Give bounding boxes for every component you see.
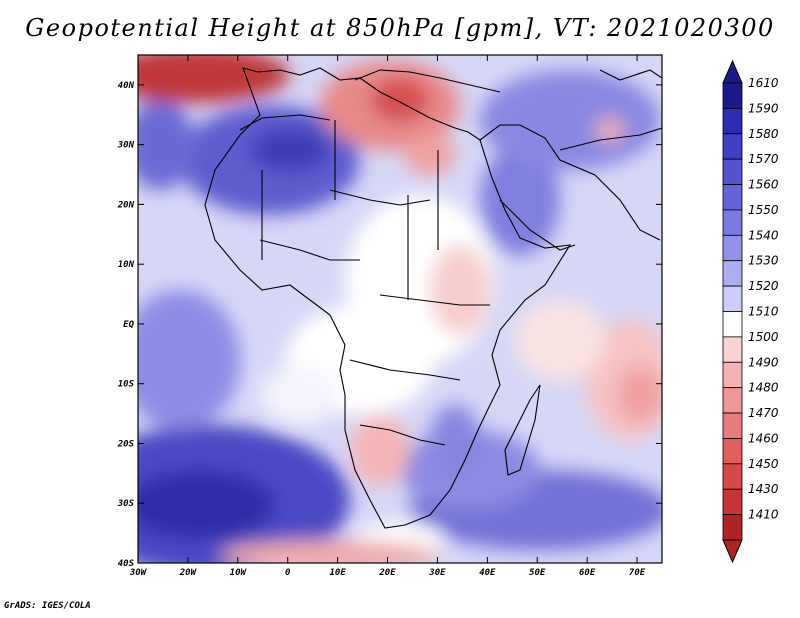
lon-tick-label: 10E (329, 568, 346, 578)
lat-tick-label: 20N (117, 200, 135, 210)
colorbar-label: 1530 (748, 254, 779, 268)
colorbar-swatch (722, 311, 743, 338)
field-shading (138, 55, 662, 563)
colorbar-swatch (722, 133, 743, 160)
colorbar-swatch (722, 209, 743, 236)
colorbar-label: 1460 (748, 431, 779, 445)
colorbar-swatch (722, 361, 743, 389)
colorbar-label: 1520 (748, 279, 779, 293)
colorbar-swatch (722, 285, 743, 312)
colorbar-label: 1480 (748, 381, 779, 395)
colorbar-swatch (722, 412, 743, 439)
lon-tick-label: 20W (179, 568, 198, 578)
colorbar-label: 1610 (748, 76, 779, 90)
colorbar-swatch (722, 184, 743, 211)
colorbar-label: 1450 (748, 457, 779, 471)
colorbar-swatch (722, 336, 743, 363)
lat-tick-label: 30S (117, 499, 135, 509)
colorbar-swatch (722, 260, 743, 287)
lat-tick-label: 10N (118, 260, 135, 270)
lon-tick-label: 50E (529, 568, 546, 578)
colorbar-label: 1490 (748, 355, 779, 369)
colorbar-swatch (722, 387, 743, 414)
lat-tick-label: 30N (117, 141, 135, 151)
lon-tick-label: 0 (285, 568, 291, 578)
coastline (204, 67, 662, 529)
colorbar-swatch (722, 158, 743, 185)
colorbar-label: 1510 (748, 305, 779, 319)
colorbar-label: 1590 (748, 101, 779, 115)
colorbar-swatch (722, 107, 743, 135)
colorbar-label: 1430 (748, 482, 779, 496)
latitude-axis: 40N 30N 20N 10N EQ 10S 20S 30S 40S (117, 81, 662, 569)
colorbar-swatch (722, 514, 743, 541)
lat-tick-label: 40S (118, 559, 135, 569)
lon-tick-label: 70E (629, 568, 646, 578)
lat-tick-label: 10S (118, 380, 135, 390)
colorbar: 1610 1590 1580 1570 1560 1550 1540 1530 1520 1510… (722, 59, 779, 564)
colorbar-swatch (722, 234, 743, 262)
colorbar-swatch (722, 488, 743, 516)
colorbar-swatch (722, 438, 743, 465)
longitude-axis: 30W 20W 10W 0 10E 20E 30E 40E 50E 60E 70E (129, 55, 646, 578)
colorbar-label: 1500 (748, 330, 779, 344)
colorbar-min-arrow (722, 539, 743, 564)
lon-tick-label: 20E (378, 568, 396, 578)
lon-tick-label: 30W (129, 568, 148, 578)
lon-tick-label: 10W (230, 568, 248, 578)
colorbar-label: 1410 (748, 508, 779, 522)
colorbar-label: 1560 (748, 178, 779, 192)
colorbar-label: 1570 (748, 152, 779, 166)
lon-tick-label: 60E (579, 568, 596, 578)
colorbar-swatch (722, 463, 743, 490)
chart-title: Geopotential Height at 850hPa [gpm], VT:… (25, 14, 775, 42)
lat-tick-label: 20S (117, 439, 135, 449)
colorbar-label: 1550 (748, 203, 779, 217)
map-frame (137, 54, 663, 564)
colorbar-label: 1470 (748, 406, 779, 420)
colorbar-max-arrow (722, 59, 743, 84)
credit-label: GrADS: IGES/COLA (4, 601, 91, 611)
lon-tick-label: 40E (479, 568, 496, 578)
colorbar-label: 1580 (748, 127, 779, 141)
lat-tick-label: 40N (118, 81, 135, 91)
colorbar-label: 1540 (748, 228, 779, 242)
lon-tick-label: 30E (428, 568, 446, 578)
lat-tick-label: EQ (123, 320, 134, 330)
colorbar-swatch (722, 82, 743, 109)
